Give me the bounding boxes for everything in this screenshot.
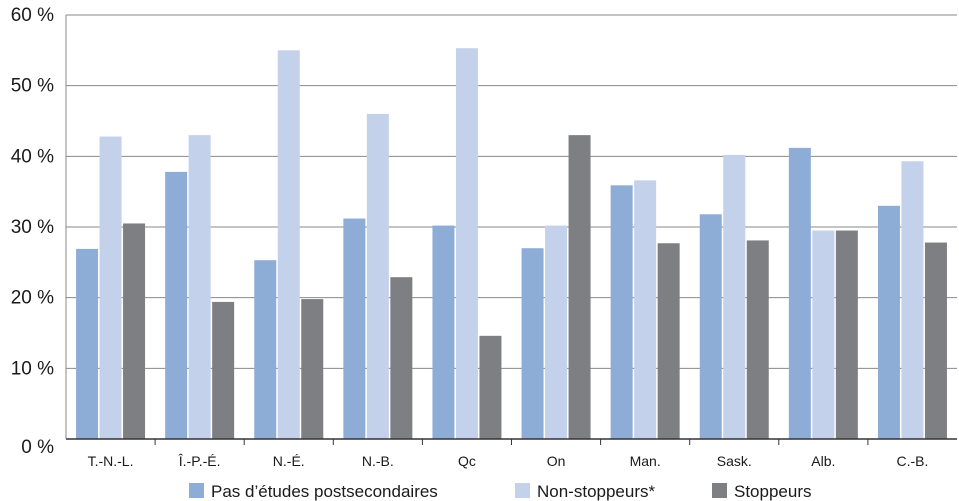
y-tick-label-60: 60 % [11, 5, 54, 26]
bar-2-5 [455, 48, 478, 440]
bar-1-10 [877, 205, 900, 439]
bar-2-4 [366, 113, 389, 439]
bar-3-2 [212, 301, 235, 439]
y-tick-label-10: 10 % [11, 358, 54, 379]
bar-3-6 [568, 135, 591, 439]
bar-3-4 [390, 277, 413, 439]
x-tick-label-2: Î.-P.-É. [178, 453, 221, 469]
y-tick-label-0: 0 % [21, 437, 54, 458]
bar-1-2 [165, 171, 188, 439]
x-axis: T.-N.-L. Î.-P.-É. N.-É. N.-B. Qc On Man. Sask. A… [66, 438, 957, 469]
bar-1-8 [699, 214, 722, 439]
legend-swatch-2 [515, 483, 530, 498]
bar-2-10 [901, 161, 924, 439]
bar-2-8 [723, 154, 746, 440]
bar-3-5 [479, 335, 502, 439]
x-tick-label-4: N.-B. [362, 453, 394, 469]
bar-1-6 [521, 248, 544, 439]
bar-1-4 [343, 218, 366, 439]
bar-1-3 [254, 260, 277, 439]
x-tick-label-5: Qc [458, 453, 476, 469]
y-tick-label-40: 40 % [11, 146, 54, 167]
x-tick-label-7: Man. [630, 453, 661, 469]
y-tick-label-30: 30 % [11, 217, 54, 238]
bar-3-3 [301, 299, 324, 439]
bar-2-7 [634, 180, 657, 440]
legend-swatch-1 [189, 483, 204, 498]
x-tick-label-1: T.-N.-L. [88, 453, 134, 469]
x-tick-label-3: N.-É. [273, 453, 305, 469]
bar-3-9 [835, 230, 858, 439]
y-tick-label-20: 20 % [11, 288, 54, 309]
bar-3-7 [657, 243, 680, 439]
bar-3-10 [924, 242, 947, 439]
bar-1-7 [610, 185, 633, 439]
bar-2-2 [188, 135, 211, 439]
bar-2-6 [545, 225, 568, 439]
bar-2-3 [277, 50, 300, 439]
bar-1-5 [432, 225, 455, 439]
x-tick-label-8: Sask. [717, 453, 752, 469]
legend-label-3: Stoppeurs [734, 482, 812, 501]
legend-swatch-3 [712, 483, 727, 498]
bar-1-1 [76, 248, 99, 439]
legend: Pas d’études postsecondaires Non-stoppeur… [189, 482, 812, 501]
bar-1-9 [788, 147, 811, 439]
y-tick-label-50: 50 % [11, 76, 54, 97]
legend-label-1: Pas d’études postsecondaires [211, 482, 438, 501]
legend-label-2: Non-stoppeurs* [537, 482, 656, 501]
bar-3-8 [746, 240, 769, 439]
x-tick-label-10: C.-B. [897, 453, 929, 469]
bar-2-9 [812, 230, 835, 439]
bar-2-1 [99, 136, 122, 439]
y-axis: 0 % 10 % 20 % 30 % 40 % 50 % 60 % [11, 5, 67, 458]
x-tick-label-6: On [547, 453, 566, 469]
bars [76, 48, 947, 440]
x-tick-label-9: Alb. [811, 453, 835, 469]
bar-3-1 [123, 223, 146, 439]
